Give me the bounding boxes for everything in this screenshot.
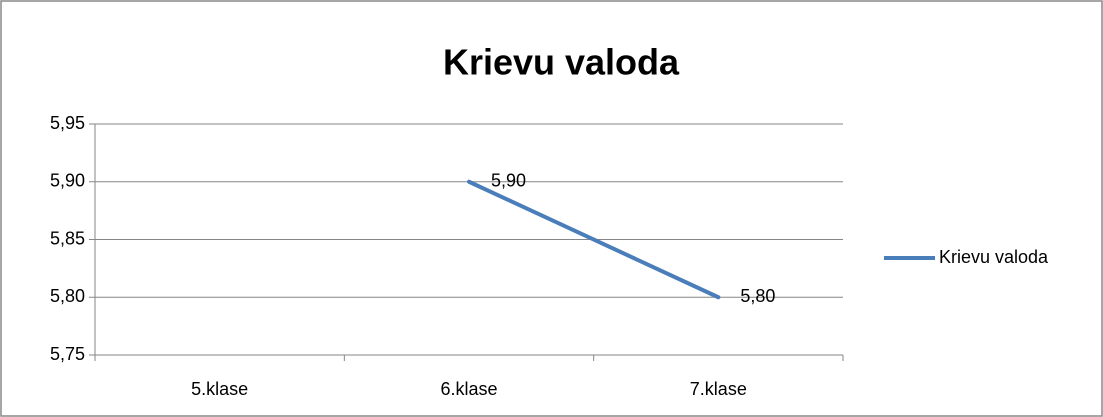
x-tick-label: 7.klase [690, 379, 747, 399]
y-tick-label: 5,75 [50, 344, 85, 364]
y-tick-label: 5,80 [50, 286, 85, 306]
data-label: 5,90 [491, 171, 526, 191]
x-tick-label: 5.klase [191, 379, 248, 399]
x-tick-label: 6.klase [440, 379, 497, 399]
y-tick-label: 5,85 [50, 228, 85, 248]
data-label: 5,80 [740, 286, 775, 306]
y-tick-label: 5,90 [50, 171, 85, 191]
y-tick-label: 5,95 [50, 113, 85, 133]
line-series [467, 179, 721, 300]
legend-label: Krievu valoda [939, 247, 1049, 267]
chart-title: Krievu valoda [443, 42, 680, 83]
